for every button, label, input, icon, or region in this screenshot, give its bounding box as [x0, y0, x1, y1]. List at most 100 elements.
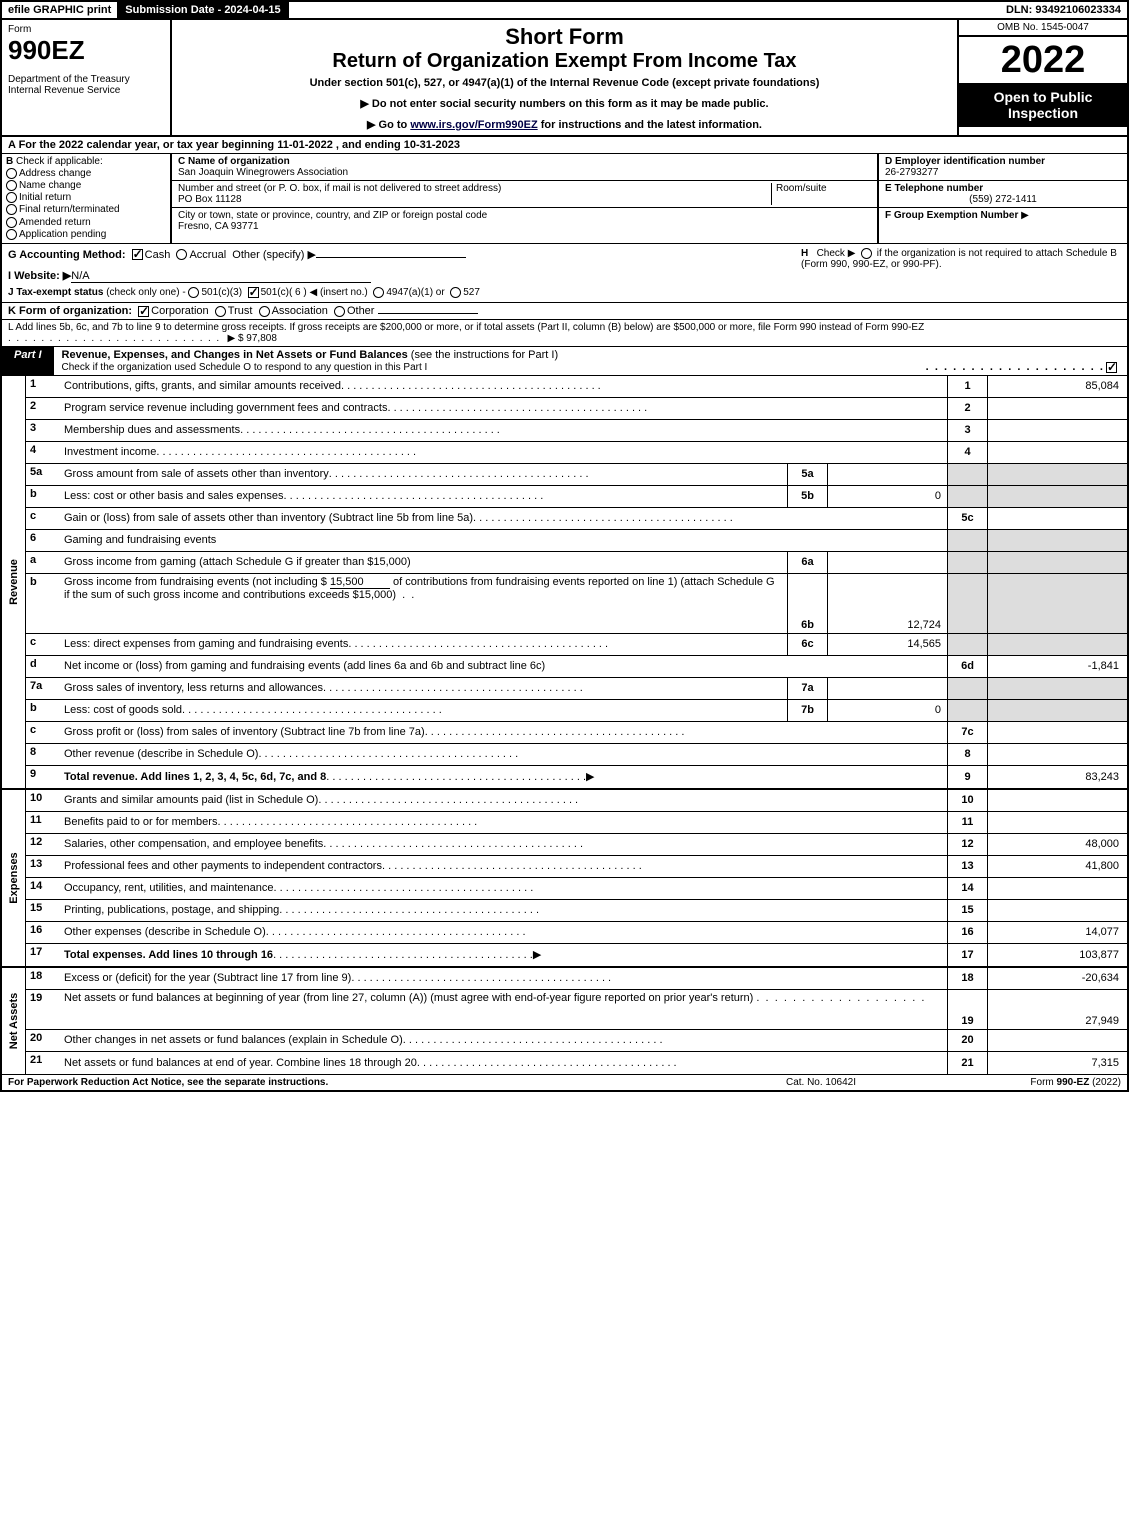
room-label: Room/suite	[771, 183, 871, 205]
amended-return-radio[interactable]	[6, 217, 17, 228]
address-change-radio[interactable]	[6, 168, 17, 179]
line-5a-desc: Gross amount from sale of assets other t…	[64, 468, 329, 480]
row-g-h: G Accounting Method: Cash Accrual Other …	[0, 244, 1129, 303]
submission-date: Submission Date - 2024-04-15	[119, 2, 288, 18]
line-12-num: 12	[26, 834, 60, 855]
org-name: San Joaquin Winegrowers Association	[178, 167, 871, 178]
final-return-radio[interactable]	[6, 204, 17, 215]
line-6c-sn: 6c	[787, 634, 827, 655]
check-if-label: Check if applicable:	[16, 156, 103, 167]
line-7a-sv	[827, 678, 947, 699]
h-radio[interactable]	[861, 248, 872, 259]
line-11-rn: 11	[947, 812, 987, 833]
line-16-rn: 16	[947, 922, 987, 943]
revenue-table: Revenue 1Contributions, gifts, grants, a…	[0, 376, 1129, 790]
line-6c-val	[987, 634, 1127, 655]
line-7c-val	[987, 722, 1127, 743]
527-radio[interactable]	[450, 287, 461, 298]
j-note: (check only one) -	[106, 287, 185, 298]
page-footer: For Paperwork Reduction Act Notice, see …	[0, 1074, 1129, 1092]
ssn-note: ▶ Do not enter social security numbers o…	[176, 97, 953, 110]
assoc-radio[interactable]	[259, 306, 270, 317]
top-bar: efile GRAPHIC print Submission Date - 20…	[0, 0, 1129, 20]
group-exemption-arrow: ▶	[1021, 210, 1029, 221]
dln-label: DLN: 93492106023334	[1000, 2, 1127, 18]
line-5b-sn: 5b	[787, 486, 827, 507]
paperwork-notice: For Paperwork Reduction Act Notice, see …	[8, 1077, 721, 1088]
header-right: OMB No. 1545-0047 2022 Open to Public In…	[957, 20, 1127, 135]
line-6-val	[987, 530, 1127, 551]
irs-link[interactable]: www.irs.gov/Form990EZ	[410, 119, 537, 131]
trust-radio[interactable]	[215, 306, 226, 317]
line-6d-desc: Net income or (loss) from gaming and fun…	[64, 660, 545, 672]
dept-label: Department of the Treasury	[8, 74, 164, 85]
501c3-label: 501(c)(3)	[201, 287, 242, 298]
initial-return-label: Initial return	[19, 192, 71, 203]
expenses-side-label: Expenses	[8, 852, 20, 903]
line-19-desc: Net assets or fund balances at beginning…	[64, 992, 753, 1004]
line-18-num: 18	[26, 968, 60, 989]
application-pending-radio[interactable]	[6, 229, 17, 240]
corp-checkbox[interactable]	[138, 306, 149, 317]
line-21-rn: 21	[947, 1052, 987, 1074]
form-label: Form	[8, 24, 164, 35]
initial-return-radio[interactable]	[6, 192, 17, 203]
line-6a-rn	[947, 552, 987, 573]
line-8-rn: 8	[947, 744, 987, 765]
line-5a-num: 5a	[26, 464, 60, 485]
4947-radio[interactable]	[373, 287, 384, 298]
line-17-rn: 17	[947, 944, 987, 966]
501c-checkbox[interactable]	[248, 287, 259, 298]
j-label: J Tax-exempt status	[8, 287, 103, 298]
name-change-radio[interactable]	[6, 180, 17, 191]
line-7b-val	[987, 700, 1127, 721]
org-name-label: C Name of organization	[178, 156, 871, 167]
b-label: B	[6, 156, 13, 167]
line-21-num: 21	[26, 1052, 60, 1074]
open-inspection: Open to Public Inspection	[959, 83, 1127, 127]
cash-checkbox[interactable]	[132, 249, 143, 260]
header-left: Form 990EZ Department of the Treasury In…	[2, 20, 172, 135]
line-5b-num: b	[26, 486, 60, 507]
header-center: Short Form Return of Organization Exempt…	[172, 20, 957, 135]
other-org-radio[interactable]	[334, 306, 345, 317]
website-value: N/A	[71, 270, 89, 282]
ein-value: 26-2793277	[885, 167, 1121, 178]
l-text: L Add lines 5b, 6c, and 7b to line 9 to …	[8, 322, 924, 333]
line-7a-num: 7a	[26, 678, 60, 699]
line-7b-rn	[947, 700, 987, 721]
line-11-val	[987, 812, 1127, 833]
line-7b-sv: 0	[827, 700, 947, 721]
line-1-desc: Contributions, gifts, grants, and simila…	[64, 380, 341, 392]
line-5a-sv	[827, 464, 947, 485]
other-org-input[interactable]	[378, 313, 478, 314]
efile-label[interactable]: efile GRAPHIC print	[2, 2, 119, 18]
line-6b-sv: 12,724	[827, 574, 947, 633]
line-10-num: 10	[26, 790, 60, 811]
goto-pre: ▶ Go to	[367, 119, 410, 131]
line-7c-desc: Gross profit or (loss) from sales of inv…	[64, 726, 425, 738]
phone-label: E Telephone number	[885, 183, 1121, 194]
line-21-desc: Net assets or fund balances at end of ye…	[64, 1057, 417, 1069]
h-check-label: Check ▶	[817, 248, 856, 259]
501c3-radio[interactable]	[188, 287, 199, 298]
part1-schedule-o-checkbox[interactable]	[1106, 362, 1117, 373]
line-20-rn: 20	[947, 1030, 987, 1051]
city-label: City or town, state or province, country…	[178, 210, 871, 221]
line-6a-desc: Gross income from gaming (attach Schedul…	[64, 556, 411, 568]
revenue-side: Revenue	[2, 376, 26, 788]
g-label: G Accounting Method:	[8, 249, 126, 261]
line-13-num: 13	[26, 856, 60, 877]
line-2-num: 2	[26, 398, 60, 419]
line-8-val	[987, 744, 1127, 765]
line-2-val	[987, 398, 1127, 419]
accrual-radio[interactable]	[176, 249, 187, 260]
street-value: PO Box 11128	[178, 194, 771, 205]
line-14-val	[987, 878, 1127, 899]
line-6b-desc: Gross income from fundraising events (no…	[60, 574, 787, 633]
short-form-title: Short Form	[176, 24, 953, 50]
row-l: L Add lines 5b, 6c, and 7b to line 9 to …	[0, 320, 1129, 347]
other-specify-input[interactable]	[316, 257, 466, 258]
line-7c-rn: 7c	[947, 722, 987, 743]
line-10-val	[987, 790, 1127, 811]
